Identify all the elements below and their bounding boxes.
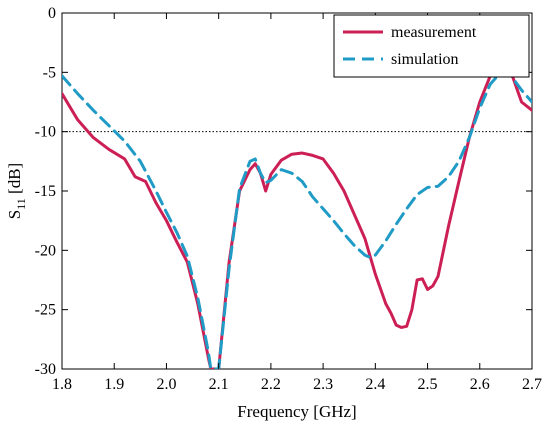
x-tick-label: 2.7 bbox=[522, 376, 542, 393]
y-tick-label: -15 bbox=[35, 183, 56, 200]
x-tick-label: 1.9 bbox=[104, 376, 124, 393]
y-axis-ticks: 0 -5 -10 -15 -20 -25 -30 bbox=[35, 5, 532, 378]
series-layer bbox=[62, 63, 532, 369]
y-axis-label-main: S bbox=[5, 210, 24, 219]
x-tick-label: 2.4 bbox=[365, 376, 385, 393]
x-tick-label: 2.6 bbox=[470, 376, 490, 393]
y-axis-label-unit: [dB] bbox=[5, 163, 24, 198]
y-tick-label: -10 bbox=[35, 124, 56, 141]
x-tick-label: 2.1 bbox=[209, 376, 229, 393]
y-tick-label: -30 bbox=[35, 361, 56, 378]
x-tick-label: 2.5 bbox=[418, 376, 438, 393]
y-axis-label: S11 [dB] bbox=[5, 163, 28, 219]
x-axis-ticks: 1.8 1.9 2.0 2.1 2.2 2.3 2.4 2.5 2.6 2.7 bbox=[52, 13, 542, 393]
y-tick-label: -5 bbox=[43, 64, 56, 81]
legend-box bbox=[333, 14, 530, 78]
x-tick-label: 2.0 bbox=[156, 376, 176, 393]
legend-label-measurement: measurement bbox=[391, 24, 477, 41]
x-axis-label: Frequency [GHz] bbox=[237, 402, 356, 421]
x-tick-label: 2.3 bbox=[313, 376, 333, 393]
series-line-simulation bbox=[62, 70, 532, 369]
x-tick-label: 1.8 bbox=[52, 376, 72, 393]
series-line-measurement bbox=[62, 63, 532, 369]
x-tick-label: 2.2 bbox=[261, 376, 281, 393]
y-tick-label: 0 bbox=[48, 5, 56, 22]
y-axis-label-subscript: 11 bbox=[14, 198, 28, 210]
y-tick-label: -20 bbox=[35, 242, 56, 259]
legend: measurement simulation bbox=[333, 14, 530, 78]
y-tick-label: -25 bbox=[35, 302, 56, 319]
legend-label-simulation: simulation bbox=[391, 51, 459, 68]
